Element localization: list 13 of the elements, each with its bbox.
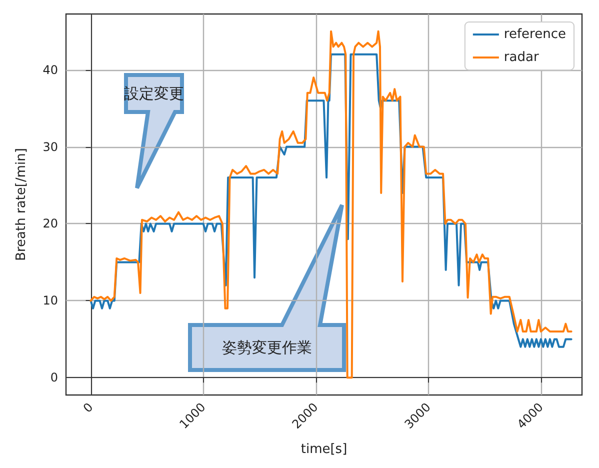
annotation: 設定変更 [124, 84, 184, 102]
y-axis-title: Breath rate[/min] [14, 148, 29, 261]
x-axis-title: time[s] [300, 442, 348, 457]
y-tick-label: 10 [42, 294, 58, 308]
legend-label: radar [504, 50, 540, 65]
y-tick-label: 30 [42, 140, 58, 154]
line-series [90, 30, 572, 379]
y-tick-label: 40 [42, 62, 58, 77]
legend-label: reference [504, 27, 566, 42]
y-tick-label: 20 [42, 216, 58, 231]
annotation: 姿勢変更作業 [222, 338, 312, 356]
x-tick-label: 0 [80, 400, 96, 416]
y-tick-label: 0 [50, 370, 58, 385]
